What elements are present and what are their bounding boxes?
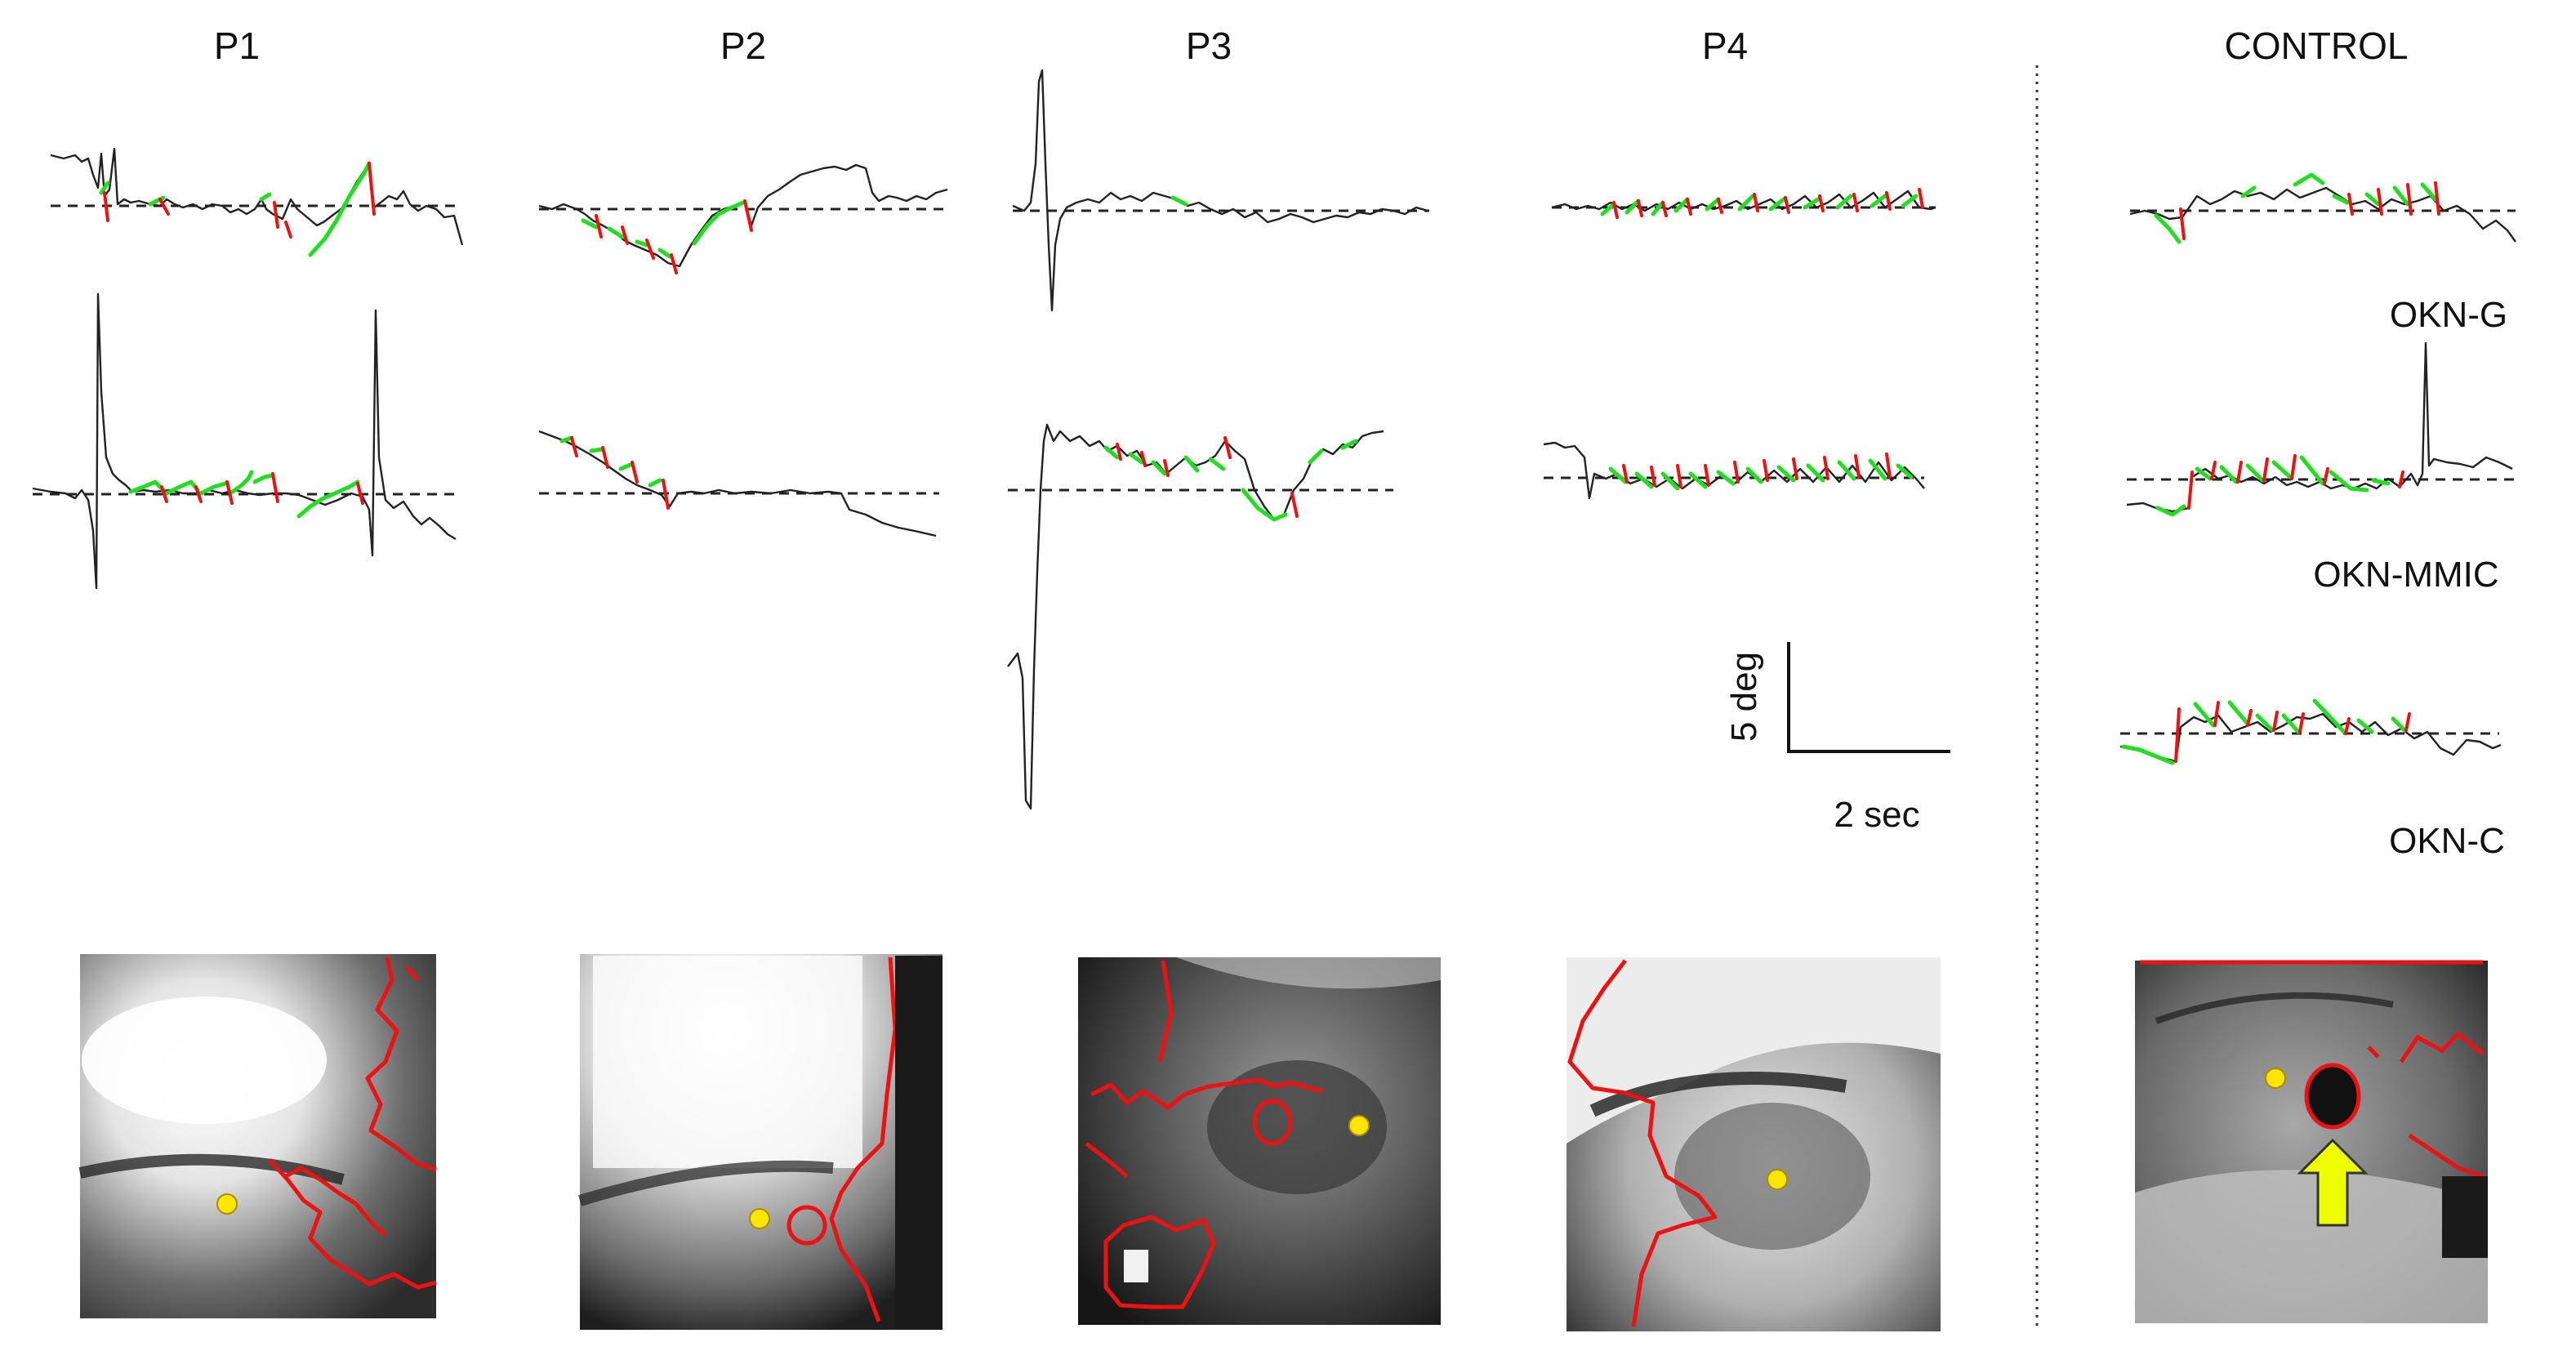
pupil-center-marker [1767, 1169, 1788, 1190]
trace-control-okn-c [2119, 698, 2502, 765]
panel-title-p1: P1 [214, 25, 260, 67]
trace-control-okn-g [2129, 172, 2516, 244]
iris [1207, 1060, 1387, 1194]
label-okn-mmic: OKN-MMIC [2313, 555, 2498, 595]
panel-title-p4: P4 [1702, 25, 1748, 67]
panel-title-control: CONTROL [2225, 25, 2409, 67]
pupil-center-marker [1348, 1115, 1370, 1136]
trace-p3-lower [1007, 423, 1393, 810]
panel-title-p2: P2 [720, 25, 766, 67]
scale-bar: 5 deg 2 sec [1724, 642, 1950, 835]
pupil-center-marker [2265, 1068, 2286, 1089]
bright-region [593, 956, 862, 1168]
scale-bar-horizontal-label: 2 sec [1834, 795, 1919, 835]
segmentation-contour [787, 956, 898, 1322]
panel-title-p3: P3 [1186, 25, 1232, 67]
trace-p1-upper [50, 147, 464, 257]
eye-image-control [2135, 960, 2488, 1323]
trace-control-okn-mmic [2126, 341, 2516, 517]
dark-region [895, 956, 943, 1328]
trace-p3-upper [1012, 69, 1429, 312]
trace-p4-lower [1543, 441, 1925, 500]
trace-p4-upper [1551, 188, 1936, 219]
dark-region [2442, 1176, 2488, 1258]
eye-image-p1 [78, 954, 437, 1318]
arrow-icon [2297, 1138, 2369, 1227]
eye-image-p4 [1567, 957, 1941, 1331]
upper-lid [1176, 957, 1441, 989]
segmented-pupil [2304, 1063, 2361, 1130]
segmentation-contour [1567, 959, 1718, 1327]
lash-line [1589, 1072, 1847, 1117]
pupil-center-marker [749, 1208, 770, 1229]
pupil-center-marker [216, 1193, 238, 1215]
upper-lid [1567, 957, 1941, 1144]
eye-image-p3 [1078, 957, 1441, 1325]
segmentation-contour [1085, 960, 1324, 1309]
label-okn-g: OKN-G [2390, 295, 2507, 335]
lower-lid [2135, 1170, 2488, 1323]
scale-bar-vertical-label: 5 deg [1724, 652, 1764, 742]
glare-patch [1124, 1250, 1148, 1282]
segmentation-contour [2140, 960, 2485, 1179]
eyelid-highlight [82, 997, 327, 1124]
trace-p2-lower [538, 430, 939, 537]
trace-p1-lower [32, 292, 459, 590]
label-okn-c: OKN-C [2389, 821, 2505, 861]
lash-line [2155, 992, 2394, 1024]
trace-p2-upper [538, 163, 948, 274]
lash-line [577, 1160, 834, 1206]
segmentation-contour [268, 956, 437, 1290]
eye-image-p2 [577, 954, 943, 1330]
scale-bar-lines [1787, 642, 1950, 753]
